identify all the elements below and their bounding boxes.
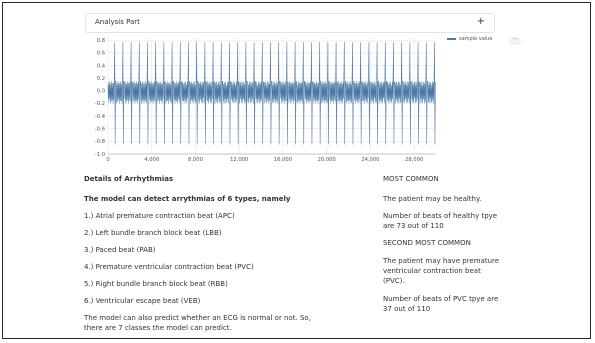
x-tick-label: 16,000: [274, 157, 292, 163]
detect-intro: The model can detect arrythmias of 6 typ…: [84, 195, 291, 203]
x-tick-label: 20,000: [318, 157, 336, 163]
y-tick-label: -0.2: [95, 101, 105, 107]
seven-class-note-line-2: there are 7 classes the model can predic…: [84, 324, 232, 332]
y-tick-label: -0.8: [95, 139, 105, 145]
ecg-line-chart: -1.0 -0.8 -0.6 -0.4 -0.2 0.0 0.2 0.4 0.6 0.8 0 4,00…: [95, 37, 436, 163]
series-line-sample-value: [107, 42, 436, 145]
analysis-expander[interactable]: Analysis Part +: [85, 13, 495, 33]
y-tick-label: -0.6: [95, 127, 105, 133]
second-text-line-1: The patient may have premature: [383, 257, 500, 265]
y-tick-label: 0.0: [97, 89, 105, 95]
most-common-text: The patient may be healthy.: [383, 195, 482, 203]
seven-class-note-line-1: The model can also predict whether an EC…: [84, 314, 311, 322]
app-frame: [2, 2, 591, 339]
y-tick-label: -0.4: [95, 114, 106, 120]
arrhythmia-item: 4.) Premature ventricular contraction be…: [84, 263, 254, 271]
y-tick-label: 0.4: [97, 63, 106, 69]
expander-label: Analysis Part: [95, 18, 140, 26]
x-tick-label: 28,000: [405, 157, 423, 163]
y-tick-label: -1.0: [95, 152, 105, 158]
x-tick-label: 12,000: [230, 157, 248, 163]
y-tick-label: 0.6: [97, 51, 105, 57]
x-tick-label: 0: [106, 157, 109, 163]
second-text-line-3: (PVC).: [383, 277, 405, 285]
second-text-line-2: ventricular contraction beat: [383, 267, 481, 275]
legend-label: sample value: [459, 36, 493, 42]
details-heading: Details of Arrhythmias: [84, 175, 174, 183]
more-horizontal-icon[interactable]: ···: [509, 37, 521, 45]
most-common-count-line-2: are 73 out of 110: [383, 222, 444, 230]
x-tick-label: 4,000: [144, 157, 159, 163]
arrhythmia-item: 5.) Right bundle branch block beat (RBB): [84, 280, 228, 288]
chart-legend: sample value: [447, 36, 492, 42]
most-common-count-line-1: Number of beats of healthy tpye: [383, 212, 498, 220]
second-most-common-title: SECOND MOST COMMON: [383, 239, 471, 247]
arrhythmia-item: 1.) Atrial premature contraction beat (A…: [84, 212, 235, 220]
most-common-title: MOST COMMON: [383, 175, 439, 183]
y-tick-label: 0.8: [97, 38, 105, 44]
x-tick-label: 8,000: [188, 157, 203, 163]
expand-plus-icon[interactable]: +: [476, 16, 485, 27]
second-count-line-2: 37 out of 110: [383, 305, 431, 313]
x-tick-label: 24,000: [361, 157, 379, 163]
arrhythmia-item: 6.) Ventricular escape beat (VEB): [84, 297, 201, 305]
second-count-line-1: Number of beats of PVC tpye are: [383, 295, 499, 303]
arrhythmia-item: 3.) Paced beat (PAB): [84, 246, 156, 254]
legend-line-swatch: [447, 38, 456, 40]
arrhythmia-item: 2.) Left bundle branch block beat (LBB): [84, 229, 222, 237]
y-tick-label: 0.2: [97, 76, 105, 82]
